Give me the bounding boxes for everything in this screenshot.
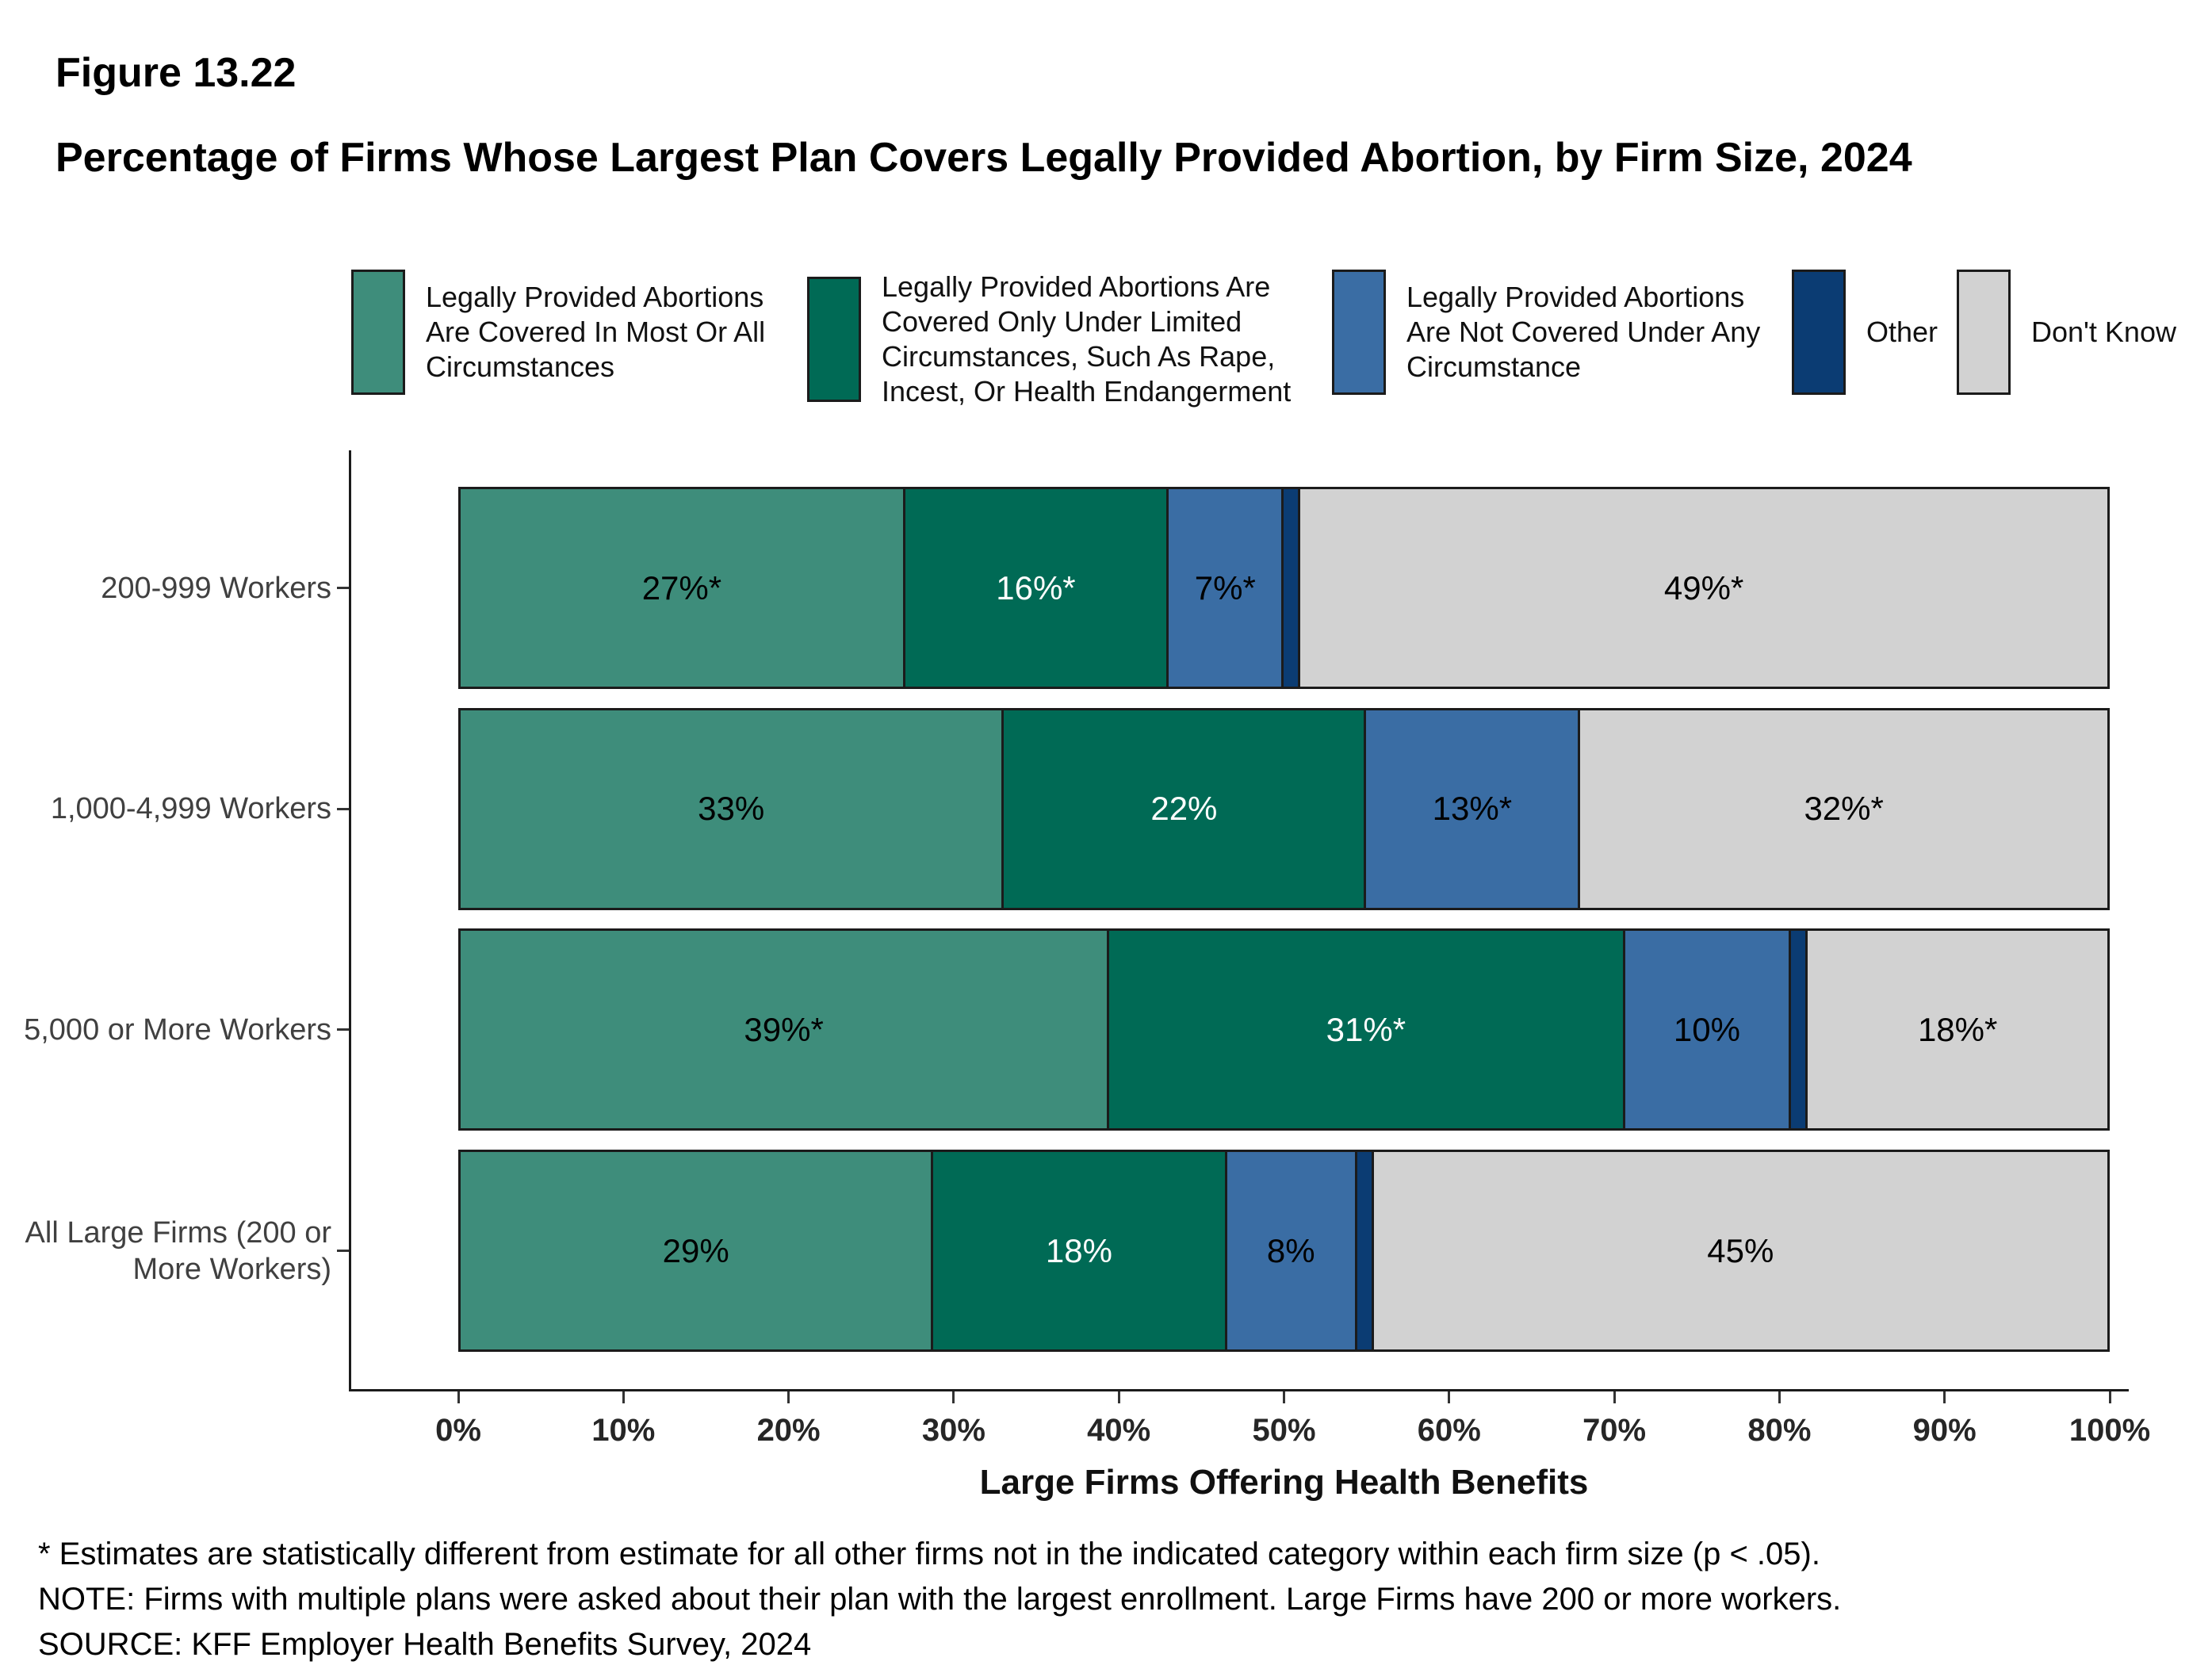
bar-segment-label: 18%* — [1917, 1010, 1998, 1048]
bar-segment — [1791, 931, 1808, 1129]
y-axis-label: All Large Firms (200 or More Workers) — [25, 1215, 331, 1286]
x-axis-tick — [787, 1391, 790, 1403]
figure-number: Figure 13.22 — [55, 50, 297, 96]
bar-segment-label: 49%* — [1663, 568, 1744, 607]
x-axis-tick — [457, 1391, 460, 1403]
bar-segment: 29% — [461, 1152, 934, 1350]
legend-label: Legally Provided Abortions Are Covered O… — [882, 270, 1292, 408]
bar-segment-label: 33% — [698, 790, 765, 828]
x-axis-tick — [2108, 1391, 2111, 1403]
bar-segment-label: 10% — [1673, 1010, 1740, 1048]
legend-swatch — [807, 277, 861, 402]
x-tick-label: 0% — [435, 1413, 481, 1448]
bar-segment: 22% — [1004, 710, 1367, 908]
footnote-source: SOURCE: KFF Employer Health Benefits Sur… — [38, 1627, 812, 1662]
x-axis-tick — [1943, 1391, 1946, 1403]
bar-segment: 10% — [1625, 931, 1792, 1129]
figure-title: Percentage of Firms Whose Largest Plan C… — [55, 135, 1912, 181]
y-axis-tick — [337, 1028, 349, 1032]
x-tick-label: 20% — [756, 1413, 821, 1448]
x-tick-label: 100% — [2068, 1413, 2151, 1448]
bar-segment: 31%* — [1109, 931, 1625, 1129]
bar-segment: 39%* — [461, 931, 1110, 1129]
bar-segment-label: 8% — [1266, 1231, 1315, 1269]
bar-segment: 33% — [461, 710, 1005, 908]
y-axis-line — [349, 450, 351, 1391]
bar-segment-label: 16%* — [996, 568, 1076, 607]
bar-segment-label: 13%* — [1432, 790, 1513, 828]
bar-row: 39%* 31%* 10% 18%* — [458, 928, 2110, 1131]
bar-segment-label: 45% — [1707, 1231, 1774, 1269]
bar-row: 29% 18% 8% 45% — [458, 1150, 2110, 1353]
y-axis-tick — [337, 807, 349, 810]
x-axis-tick — [1448, 1391, 1451, 1403]
x-axis-tick — [1613, 1391, 1616, 1403]
legend-item: Don't Know — [1957, 270, 2176, 395]
x-axis-tick — [622, 1391, 625, 1403]
legend-label: Legally Provided Abortions Are Covered I… — [426, 281, 766, 383]
legend-item: Legally Provided Abortions Are Not Cover… — [1332, 270, 1795, 395]
bar-segment: 49%* — [1300, 489, 2107, 687]
footnotes: * Estimates are statistically different … — [38, 1532, 2179, 1665]
y-axis-tick — [337, 587, 349, 589]
x-tick-label: 60% — [1417, 1413, 1481, 1448]
bar-segment-label: 39%* — [744, 1010, 824, 1048]
x-axis-tick — [1778, 1391, 1781, 1403]
bar-segment: 27%* — [461, 489, 905, 687]
x-axis-tick — [1283, 1391, 1285, 1403]
x-tick-label: 40% — [1087, 1413, 1151, 1448]
bar-segment: 7%* — [1169, 489, 1284, 687]
legend-swatch — [351, 270, 405, 395]
y-axis-label: 1,000-4,999 Workers — [50, 792, 331, 826]
legend-swatch — [1792, 270, 1846, 395]
bar-segment-label: 32%* — [1804, 790, 1884, 828]
bar-segment — [1284, 489, 1301, 687]
x-axis-tick — [1117, 1391, 1120, 1403]
bar-segment-label: 27%* — [641, 568, 722, 607]
bar-segment: 16%* — [905, 489, 1169, 687]
legend-item: Legally Provided Abortions Are Covered O… — [807, 270, 1326, 409]
x-tick-label: 80% — [1747, 1413, 1812, 1448]
chart-legend: Legally Provided Abortions Are Covered I… — [0, 270, 2212, 408]
bar-segment-label: 18% — [1045, 1231, 1112, 1269]
bar-segment: 13%* — [1366, 710, 1581, 908]
legend-swatch — [1332, 270, 1386, 395]
footnote-note: NOTE: Firms with multiple plans were ask… — [38, 1582, 1842, 1617]
legend-item: Legally Provided Abortions Are Covered I… — [351, 270, 806, 395]
bar-segment: 8% — [1227, 1152, 1358, 1350]
x-tick-label: 30% — [921, 1413, 985, 1448]
footnote-asterisk: * Estimates are statistically different … — [38, 1537, 1820, 1571]
legend-label: Don't Know — [2031, 316, 2176, 348]
legend-label: Legally Provided Abortions Are Not Cover… — [1406, 281, 1761, 383]
bar-segment-label: 7%* — [1194, 568, 1256, 607]
bar-segment-label: 22% — [1150, 790, 1218, 828]
legend-label: Other — [1866, 316, 1938, 348]
bar-segment: 18%* — [1808, 931, 2107, 1129]
x-tick-label: 90% — [1912, 1413, 1977, 1448]
x-axis-tick — [952, 1391, 955, 1403]
bar-row: 27%* 16%* 7%* 49%* — [458, 487, 2110, 689]
x-axis-title: Large Firms Offering Health Benefits — [979, 1463, 1589, 1502]
bar-segment: 18% — [933, 1152, 1227, 1350]
x-tick-label: 50% — [1252, 1413, 1316, 1448]
x-axis-line — [349, 1389, 2129, 1391]
bar-segment-label: 31%* — [1326, 1010, 1406, 1048]
bar-segment: 45% — [1373, 1152, 2107, 1350]
legend-swatch — [1957, 270, 2011, 395]
legend-item: Other — [1792, 270, 1938, 395]
bar-segment: 32%* — [1580, 710, 2107, 908]
bar-row: 33% 22% 13%* 32%* — [458, 707, 2110, 910]
y-axis-label: 200-999 Workers — [101, 571, 331, 605]
bar-segment-label: 29% — [662, 1231, 729, 1269]
y-axis-tick — [337, 1250, 349, 1253]
bar-segment — [1357, 1152, 1374, 1350]
x-tick-label: 70% — [1582, 1413, 1647, 1448]
y-axis-label: 5,000 or More Workers — [24, 1012, 331, 1047]
x-tick-label: 10% — [591, 1413, 656, 1448]
